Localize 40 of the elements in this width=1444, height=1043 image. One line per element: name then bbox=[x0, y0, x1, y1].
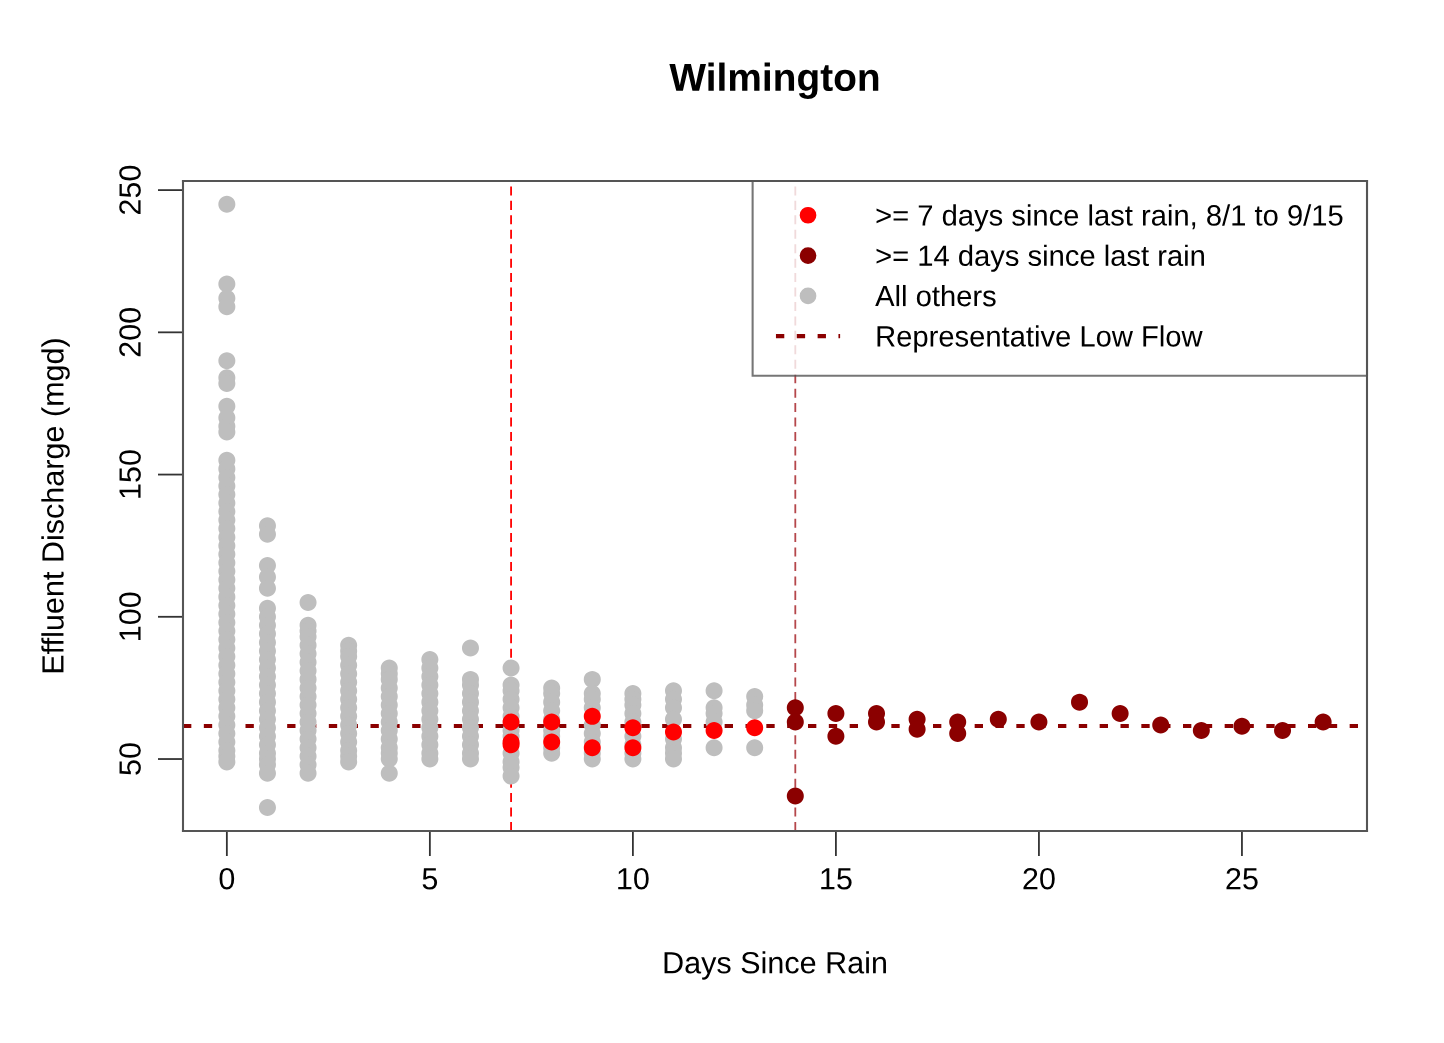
point bbox=[1274, 722, 1292, 740]
y-tick-label: 100 bbox=[119, 592, 141, 640]
point bbox=[786, 713, 804, 731]
point bbox=[583, 707, 601, 725]
x-axis-title: Days Since Rain bbox=[664, 951, 886, 980]
point bbox=[1030, 713, 1048, 731]
x-tick-label: 15 bbox=[821, 868, 852, 890]
x-tick-label: 0 bbox=[219, 867, 235, 890]
legend-label: >= 7 days since last rain, 8/1 to 9/15 bbox=[876, 204, 1343, 232]
y-axis-title: Effluent Discharge (mgd) bbox=[41, 339, 70, 673]
y-tick-label: 200 bbox=[119, 308, 141, 357]
point bbox=[583, 739, 601, 757]
point bbox=[1192, 722, 1210, 740]
point bbox=[786, 699, 804, 717]
point bbox=[827, 705, 845, 723]
x-tick-label: 5 bbox=[422, 868, 438, 890]
point bbox=[1152, 716, 1170, 734]
x-tick-label: 20 bbox=[1023, 867, 1055, 890]
point bbox=[705, 722, 723, 740]
point bbox=[502, 713, 520, 731]
legend-label: Representative Low Flow bbox=[877, 325, 1203, 353]
y-tick-label: 250 bbox=[119, 165, 141, 215]
x-tick-label: 25 bbox=[1226, 867, 1258, 890]
point bbox=[1111, 705, 1129, 723]
point bbox=[624, 719, 642, 737]
point bbox=[746, 719, 764, 737]
point bbox=[1314, 713, 1332, 731]
point bbox=[543, 733, 561, 751]
legend-label: All others bbox=[875, 284, 996, 307]
chart-title: Wilmington bbox=[669, 62, 879, 99]
y-tick-label: 50 bbox=[119, 743, 141, 775]
point bbox=[664, 723, 682, 741]
point bbox=[1233, 717, 1251, 735]
y-tick-label: 150 bbox=[119, 450, 141, 498]
point bbox=[989, 710, 1007, 728]
point bbox=[786, 787, 804, 805]
legend-label: >= 14 days since last rain bbox=[876, 244, 1204, 272]
point bbox=[1071, 693, 1089, 711]
point bbox=[827, 727, 845, 745]
x-tick-label: 10 bbox=[618, 867, 649, 890]
